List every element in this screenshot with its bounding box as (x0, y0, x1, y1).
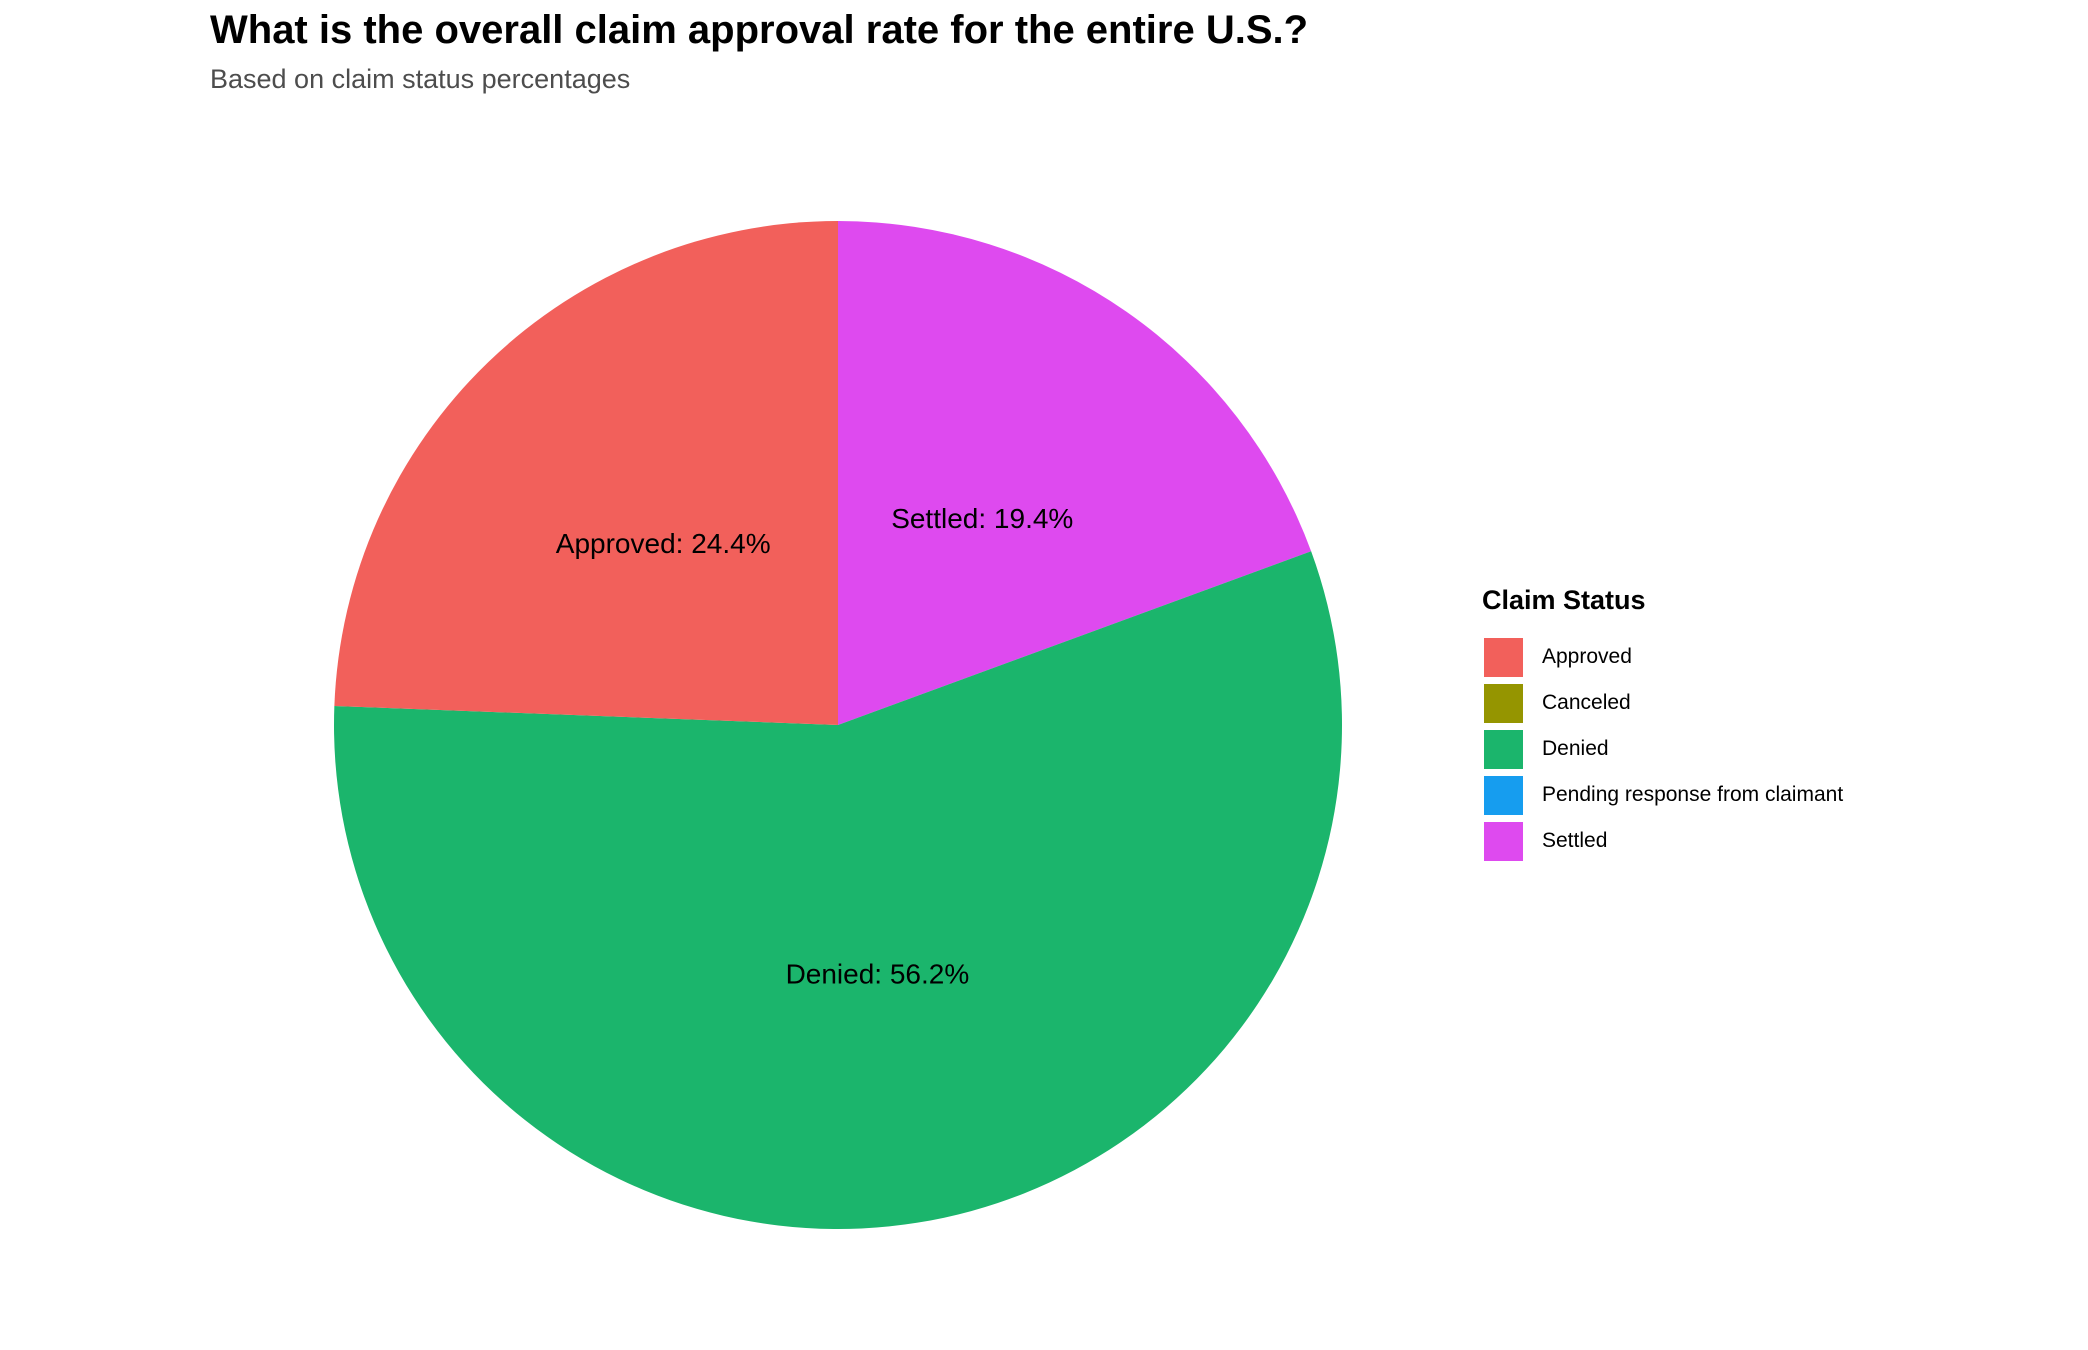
pie-slice-denied (334, 551, 1343, 1229)
legend-item-canceled: Canceled (1482, 680, 1843, 726)
legend-label-canceled: Canceled (1542, 691, 1631, 714)
legend-item-denied: Denied (1482, 726, 1843, 772)
legend-swatch-canceled (1482, 681, 1525, 725)
legend-title: Claim Status (1482, 585, 1646, 615)
legend-label-settled: Settled (1542, 829, 1608, 852)
legend-item-pending: Pending response from claimant (1482, 772, 1843, 818)
legend-swatch-approved (1482, 635, 1525, 679)
pie-label-approved: Approved: 24.4% (556, 528, 771, 559)
legend-label-denied: Denied (1542, 737, 1609, 760)
legend-swatch-pending (1482, 773, 1525, 817)
chart-subtitle: Based on claim status percentages (210, 64, 631, 94)
legend-swatch-settled (1482, 819, 1525, 863)
legend-item-approved: Approved (1482, 634, 1843, 680)
legend-label-approved: Approved (1542, 645, 1632, 668)
pie-slice-approved (334, 221, 838, 725)
legend-label-pending: Pending response from claimant (1542, 783, 1844, 806)
pie-slice-settled (838, 221, 1312, 725)
legend-item-settled: Settled (1482, 818, 1843, 864)
pie-label-denied: Denied: 56.2% (786, 958, 970, 989)
pie-label-settled: Settled: 19.4% (891, 503, 1073, 534)
legend-swatch-denied (1482, 727, 1525, 771)
chart-title: What is the overall claim approval rate … (210, 8, 1309, 52)
legend: Claim Status Approved Canceled Denied Pe… (1482, 585, 1843, 864)
